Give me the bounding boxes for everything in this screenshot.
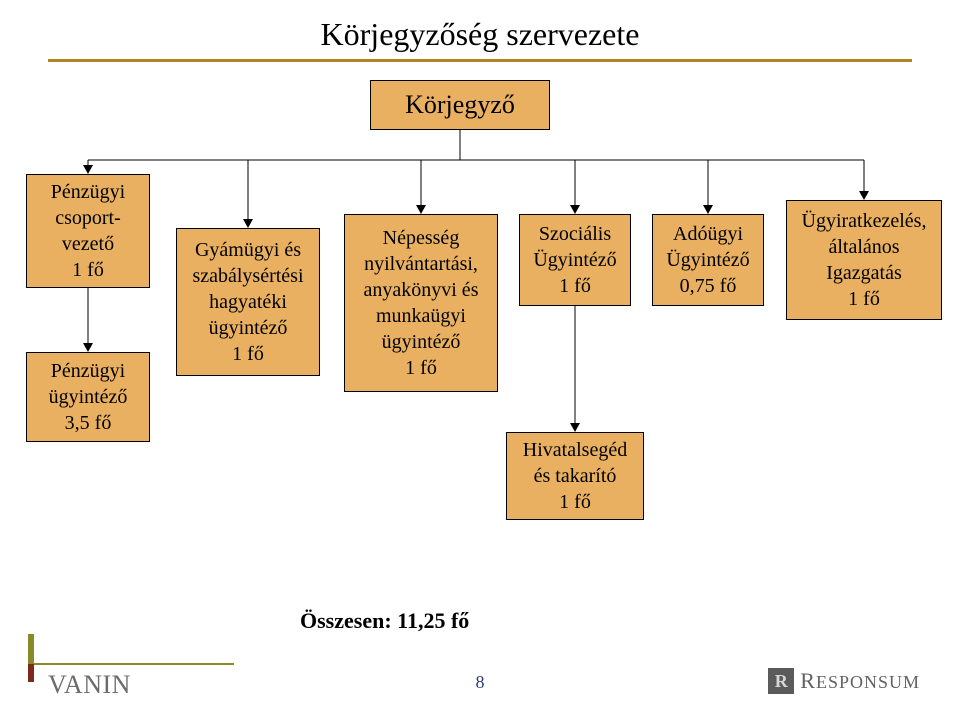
footer-hline [34,663,234,665]
total-label: Összesen: 11,25 fő [300,608,469,634]
node-szocialis: SzociálisÜgyintéző1 fő [519,214,631,306]
title-bar: Körjegyzőség szervezete [48,16,912,62]
node-adougyi: AdóügyiÜgyintéző0,75 fő [652,214,764,306]
footer-brand-left: VANIN [48,670,131,700]
node-penzugyi_ugyintezok: Pénzügyiügyintéző3,5 fő [26,352,150,442]
node-gyamugyi: Gyámügyi ésszabálysértésihagyatékiügyint… [176,228,320,376]
page-number: 8 [476,672,485,693]
node-root: Körjegyző [370,80,550,130]
node-hivatalseged: Hivatalsegédés takarító1 fő [506,432,644,520]
node-ugyirat: Ügyiratkezelés,általánosIgazgatás1 fő [786,200,942,320]
page-title: Körjegyzőség szervezete [48,16,912,59]
responsum-icon: R [768,668,794,694]
footer-left-rail [28,634,34,684]
footer-logo-right: R RESPONSUM [768,668,920,694]
node-nepesseg: Népességnyilvántartási,anyakönyvi ésmunk… [344,214,498,392]
node-penzugyi_vezeto: Pénzügyicsoport-vezető1 fő [26,174,150,288]
responsum-text: RESPONSUM [800,668,920,694]
